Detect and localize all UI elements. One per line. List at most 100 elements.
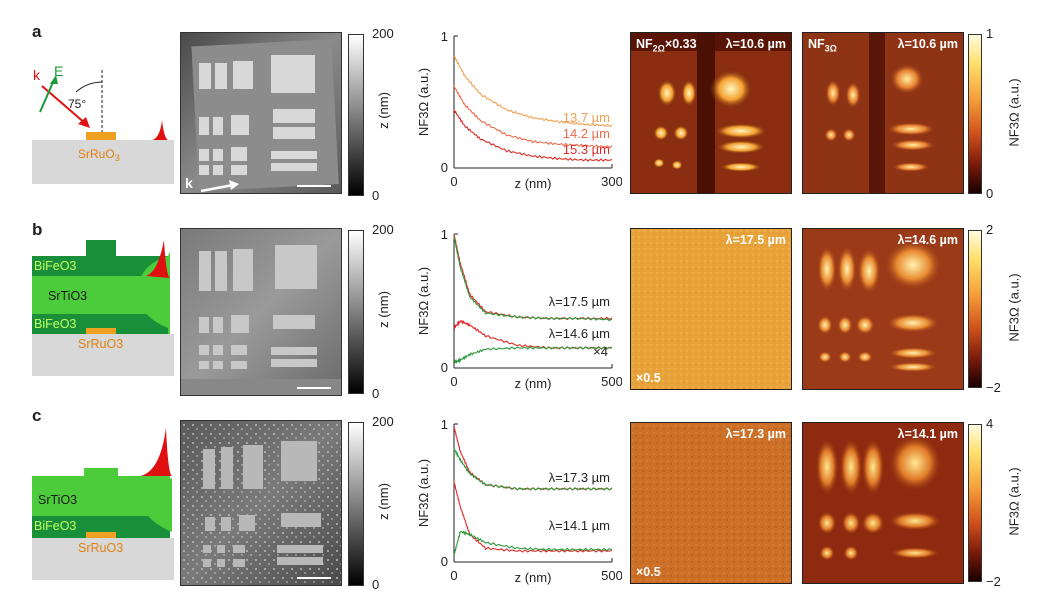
nf-scale-max-b: 2	[986, 222, 994, 237]
bfo-top-label: BiFeO3	[34, 259, 76, 273]
sro-label: SrRuO3	[78, 337, 123, 351]
series-line-1	[453, 235, 613, 322]
hot-spots	[817, 239, 943, 372]
nf-scale-max-a: 1	[986, 26, 994, 41]
nf-scale-unit-a: NF3Ω (a.u.)	[1006, 78, 1022, 147]
x-tick-label-min: 0	[450, 568, 457, 583]
sro-pad	[86, 132, 116, 140]
nf-colorbar-b	[968, 230, 982, 388]
k-direction-arrow	[200, 183, 234, 193]
bfo-bump	[86, 240, 116, 256]
y-tick-label-min: 0	[441, 160, 448, 175]
map-bg	[631, 423, 791, 583]
afm-image-a: k	[180, 32, 342, 194]
series-label-1: λ=14.6 µm	[549, 326, 610, 341]
map-lambda-a1: λ=10.6 µm	[725, 37, 786, 51]
y-tick-label-max: 1	[441, 29, 448, 44]
sto-label: SrTiO3	[48, 289, 87, 303]
map-lambda-b2: λ=14.6 µm	[897, 233, 958, 247]
schematic-c: SrTiO3 BiFeO3 SrRuO3	[32, 428, 174, 580]
y-tick-label-max: 1	[441, 417, 448, 432]
x-axis-label: z (nm)	[515, 376, 552, 391]
series-line-0	[453, 55, 613, 128]
afm-colorbar-a	[348, 34, 364, 196]
hot-spots	[824, 63, 937, 172]
nf-colorbar-a	[968, 34, 982, 194]
nf-map-2omega-a: NF2Ω×0.33 λ=10.6 µm	[630, 32, 792, 194]
afm-colorbar-b	[348, 230, 364, 394]
map-lambda-b1: λ=17.5 µm	[725, 233, 786, 247]
afm-colorbar-c	[348, 422, 364, 586]
series-label-0: λ=17.3 µm	[549, 470, 610, 485]
afm-k-label: k	[185, 175, 193, 191]
series-line-3	[453, 346, 613, 365]
nf-map-left-c: λ=17.3 µm ×0.5	[630, 422, 792, 584]
e-arrow	[39, 79, 55, 113]
substrate	[32, 334, 174, 376]
decay-plot-a: 1 0 0 300 z (nm) NF3Ω (a.u.) 13.7 µm 14.2 µm 15.…	[412, 28, 623, 198]
hot-spots	[815, 433, 943, 561]
afm-scale-min-b: 0	[372, 386, 380, 401]
series-line-1	[453, 447, 613, 491]
afm-scale-min-c: 0	[372, 577, 380, 592]
x-tick-label-min: 0	[450, 374, 457, 389]
series-line-2	[453, 319, 613, 350]
panel-label-b: b	[32, 220, 43, 239]
series-label-2: 15.3 µm	[563, 142, 610, 157]
y-axis-label: NF3Ω (a.u.)	[416, 267, 431, 335]
y-tick-label-min: 0	[441, 360, 448, 375]
map-lambda-c1: λ=17.3 µm	[725, 427, 786, 441]
map-tag-a1: NF2Ω×0.33	[636, 37, 697, 54]
afm-features	[199, 245, 317, 369]
decay-plot-b: 1 0 0 500 z (nm) NF3Ω (a.u.) λ=17.5 µm λ=14.6 µ…	[412, 226, 623, 398]
series-label-0: λ=17.5 µm	[549, 294, 610, 309]
nf-scale-unit-c: NF3Ω (a.u.)	[1006, 467, 1022, 536]
x-tick-label-min: 0	[450, 174, 457, 189]
substrate	[32, 140, 174, 184]
angle-arc	[75, 81, 103, 93]
afm-scale-min-a: 0	[372, 188, 380, 203]
bottom-strip	[181, 379, 341, 395]
bfo-label: BiFeO3	[34, 519, 76, 533]
nf-map-right-b: λ=14.6 µm	[802, 228, 964, 390]
e-label: E	[54, 63, 63, 79]
nf-scale-unit-b: NF3Ω (a.u.)	[1006, 273, 1022, 342]
hot-spots	[653, 69, 769, 172]
map-tag-a2: NF3Ω	[808, 37, 837, 54]
k-direction-arrowhead	[229, 180, 239, 190]
scale-bar	[297, 577, 331, 579]
series-line-2	[453, 480, 613, 553]
sto-label: SrTiO3	[38, 493, 77, 507]
afm-image-b	[180, 228, 342, 396]
afm-scale-unit-b: z (nm)	[375, 291, 391, 328]
map-lambda-a2: λ=10.6 µm	[897, 37, 958, 51]
y-axis-label: NF3Ω (a.u.)	[416, 459, 431, 527]
afm-features	[203, 441, 323, 567]
field-lobe	[142, 478, 172, 532]
map-bg	[631, 229, 791, 389]
map-lambda-c2: λ=14.1 µm	[897, 427, 958, 441]
bfo-layer	[32, 516, 170, 538]
afm-scale-max-c: 200	[372, 414, 394, 429]
bfo-top	[32, 256, 170, 276]
x-axis-label: z (nm)	[515, 570, 552, 585]
y-tick-label-min: 0	[441, 554, 448, 569]
sro-label: SrRuO3	[78, 147, 120, 163]
series-label-1: λ=14.1 µm	[549, 518, 610, 533]
map-factor-c1: ×0.5	[636, 565, 661, 579]
map-factor-b1: ×0.5	[636, 371, 661, 385]
angle-label: 75°	[68, 97, 86, 111]
sto-bump	[84, 468, 118, 476]
sro-label: SrRuO3	[78, 541, 123, 555]
nf-colorbar-c	[968, 424, 982, 582]
series-line-1	[453, 85, 613, 149]
afm-features	[199, 55, 317, 175]
nf-map-3omega-a: NF3Ω λ=10.6 µm	[802, 32, 964, 194]
series-label-0: 13.7 µm	[563, 110, 610, 125]
x-tick-label-max: 500	[601, 374, 622, 389]
nf-scale-min-b: −2	[986, 380, 1001, 395]
field-lobe	[146, 278, 170, 316]
sro-pad	[86, 328, 116, 334]
dark-column	[869, 33, 885, 193]
substrate	[32, 538, 174, 580]
